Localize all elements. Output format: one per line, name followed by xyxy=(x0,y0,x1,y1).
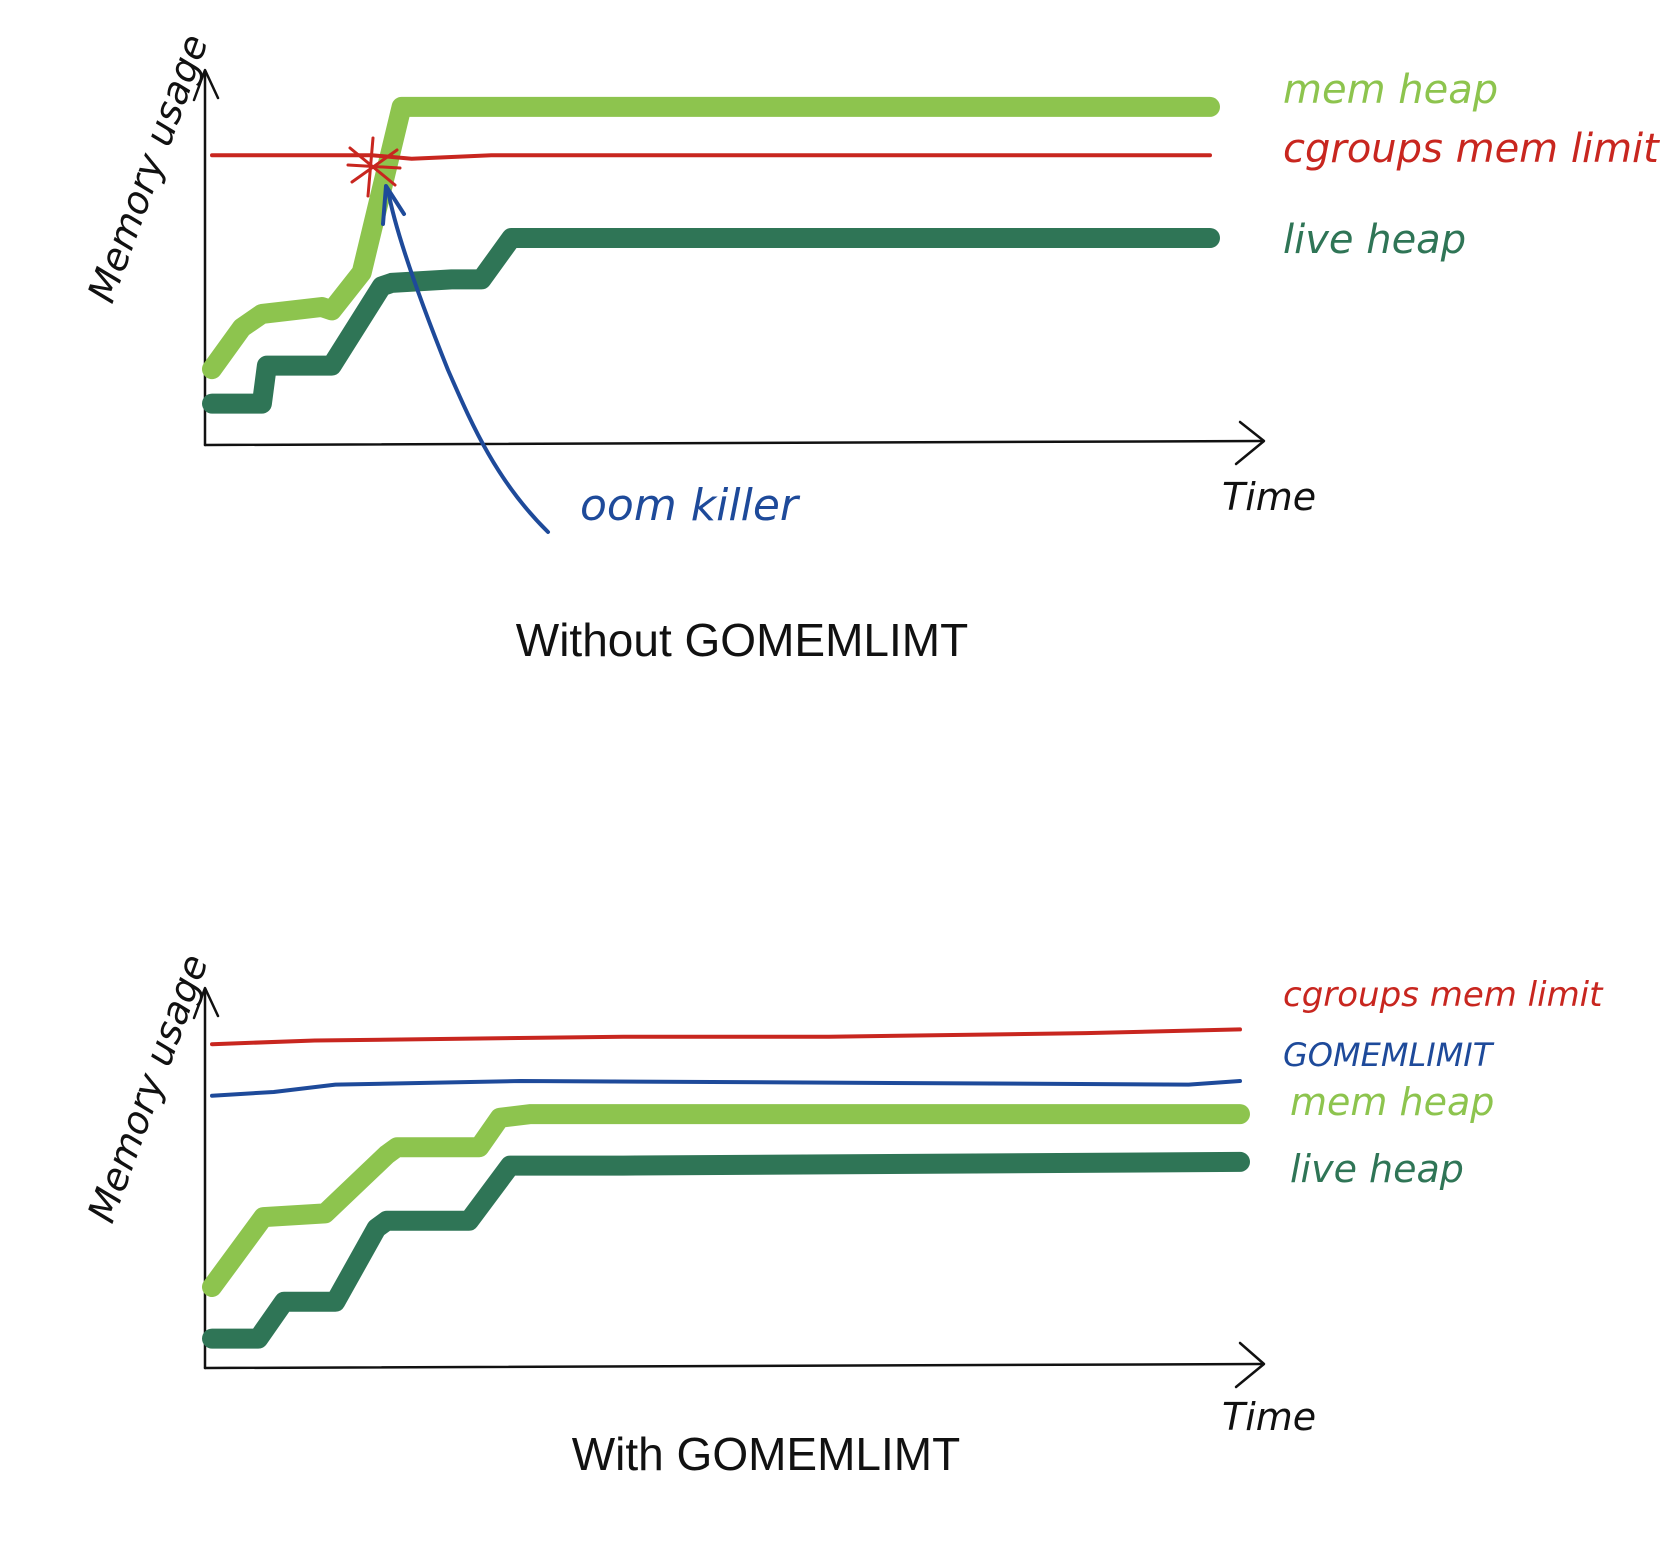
axes xyxy=(192,68,1266,466)
x-axis xyxy=(203,439,1264,447)
legend-mem-heap: mem heap xyxy=(1283,67,1498,113)
legend: mem heap cgroups mem limit live heap xyxy=(1283,67,1660,263)
series-layer xyxy=(202,1027,1250,1349)
series-line-gomemlimit xyxy=(210,1079,1242,1098)
legend-mem-heap: mem heap xyxy=(1290,1080,1494,1124)
oom-cross-mark xyxy=(346,136,402,198)
series-line-mem-heap xyxy=(202,96,1220,380)
legend-live-heap: live heap xyxy=(1290,1147,1464,1191)
x-axis-label: Time xyxy=(1222,475,1316,519)
legend: cgroups mem limit GOMEMLIMIT mem heap li… xyxy=(1283,975,1604,1191)
oom-annotation-label: oom killer xyxy=(580,480,801,531)
chart-caption: Without GOMEMLIMT xyxy=(516,614,968,666)
series-line-live-heap xyxy=(202,1151,1250,1349)
chart-without-gomemlimit: Memory usage Time oom killer mem heap cg… xyxy=(79,29,1660,666)
series-line-cgroups-mem-limit xyxy=(210,153,1212,161)
series-line-mem-heap xyxy=(202,1104,1250,1297)
series-line-live-heap xyxy=(202,228,1220,414)
chart-with-gomemlimit: Memory usage Time cgroups mem limit GOME… xyxy=(79,949,1604,1480)
oom-arrow-head xyxy=(381,184,406,226)
x-axis-arrowhead xyxy=(1234,1341,1266,1389)
x-axis-arrowhead xyxy=(1234,420,1266,466)
y-axis-label: Memory usage xyxy=(79,29,217,308)
x-axis-label: Time xyxy=(1222,1395,1316,1439)
chart-caption: With GOMEMLIMT xyxy=(572,1428,960,1480)
x-axis xyxy=(203,1362,1264,1370)
oom-arrow-shaft xyxy=(386,188,550,534)
legend-live-heap: live heap xyxy=(1283,217,1466,263)
y-axis-label: Memory usage xyxy=(79,949,217,1228)
oom-marker xyxy=(346,136,402,198)
series-line-cgroups-mem-limit xyxy=(210,1027,1242,1047)
y-axis-arrowhead xyxy=(192,986,220,1020)
y-axis-arrowhead xyxy=(192,68,220,102)
axes xyxy=(192,986,1266,1389)
legend-cgroups-mem-limit: cgroups mem limit xyxy=(1283,975,1604,1015)
legend-gomemlimit: GOMEMLIMIT xyxy=(1283,1036,1495,1074)
series-layer xyxy=(202,96,1220,414)
oom-annotation: oom killer xyxy=(381,184,801,534)
legend-cgroups-mem-limit: cgroups mem limit xyxy=(1283,126,1660,172)
